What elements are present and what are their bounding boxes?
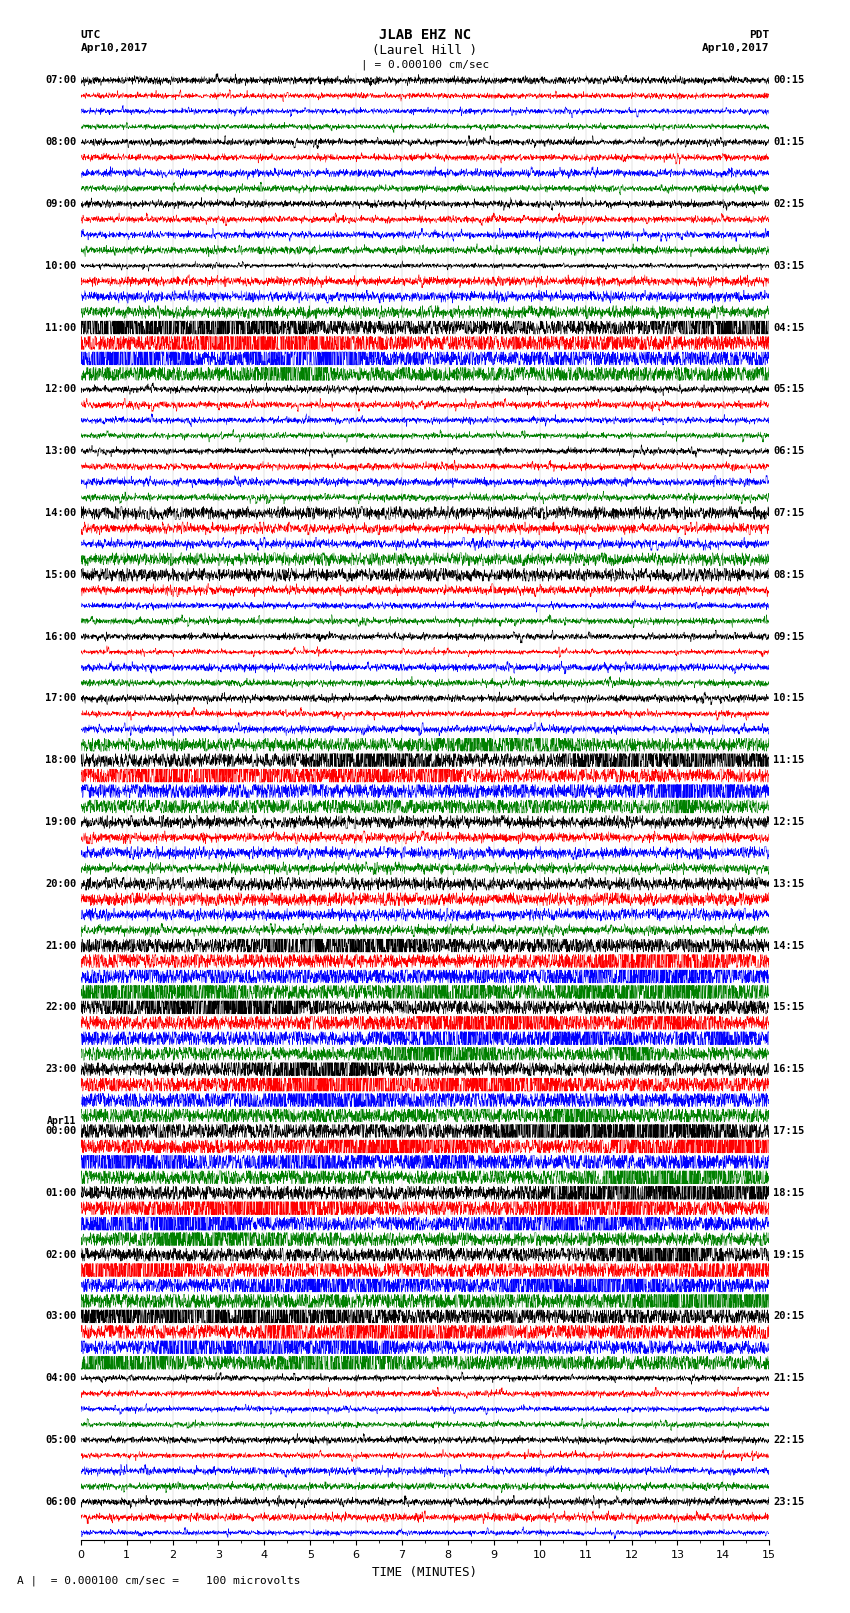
Text: 13:00: 13:00: [45, 447, 76, 456]
Text: 03:15: 03:15: [774, 261, 805, 271]
Text: 12:00: 12:00: [45, 384, 76, 394]
Text: 08:15: 08:15: [774, 569, 805, 579]
Text: 21:00: 21:00: [45, 940, 76, 950]
Text: 14:00: 14:00: [45, 508, 76, 518]
Text: | = 0.000100 cm/sec: | = 0.000100 cm/sec: [361, 60, 489, 69]
Text: 06:15: 06:15: [774, 447, 805, 456]
Text: 02:00: 02:00: [45, 1250, 76, 1260]
Text: 15:00: 15:00: [45, 569, 76, 579]
Text: 05:15: 05:15: [774, 384, 805, 394]
Text: 00:00: 00:00: [45, 1126, 76, 1136]
Text: PDT: PDT: [749, 31, 769, 40]
Text: 11:15: 11:15: [774, 755, 805, 765]
Text: 10:00: 10:00: [45, 261, 76, 271]
Text: 23:00: 23:00: [45, 1065, 76, 1074]
Text: 17:15: 17:15: [774, 1126, 805, 1136]
Text: 16:15: 16:15: [774, 1065, 805, 1074]
Text: 22:15: 22:15: [774, 1436, 805, 1445]
Text: 23:15: 23:15: [774, 1497, 805, 1507]
Text: A |  = 0.000100 cm/sec =    100 microvolts: A | = 0.000100 cm/sec = 100 microvolts: [17, 1576, 301, 1586]
Text: 22:00: 22:00: [45, 1002, 76, 1013]
Text: 20:00: 20:00: [45, 879, 76, 889]
Text: 12:15: 12:15: [774, 816, 805, 827]
Text: 18:15: 18:15: [774, 1187, 805, 1198]
Text: 16:00: 16:00: [45, 632, 76, 642]
Text: 09:00: 09:00: [45, 198, 76, 210]
Text: 01:00: 01:00: [45, 1187, 76, 1198]
Text: 06:00: 06:00: [45, 1497, 76, 1507]
Text: 17:00: 17:00: [45, 694, 76, 703]
Text: 01:15: 01:15: [774, 137, 805, 147]
Text: 13:15: 13:15: [774, 879, 805, 889]
Text: 03:00: 03:00: [45, 1311, 76, 1321]
Text: 19:00: 19:00: [45, 816, 76, 827]
Text: Apr10,2017: Apr10,2017: [81, 44, 148, 53]
Text: Apr11: Apr11: [47, 1116, 76, 1126]
Text: 18:00: 18:00: [45, 755, 76, 765]
Text: 21:15: 21:15: [774, 1373, 805, 1384]
Text: 04:00: 04:00: [45, 1373, 76, 1384]
Text: Apr10,2017: Apr10,2017: [702, 44, 769, 53]
Text: 09:15: 09:15: [774, 632, 805, 642]
Text: (Laurel Hill ): (Laurel Hill ): [372, 44, 478, 56]
Text: 08:00: 08:00: [45, 137, 76, 147]
Text: 15:15: 15:15: [774, 1002, 805, 1013]
Text: 07:00: 07:00: [45, 76, 76, 85]
Text: 19:15: 19:15: [774, 1250, 805, 1260]
Text: 00:15: 00:15: [774, 76, 805, 85]
Text: 11:00: 11:00: [45, 323, 76, 332]
Text: 10:15: 10:15: [774, 694, 805, 703]
Text: 02:15: 02:15: [774, 198, 805, 210]
Text: 05:00: 05:00: [45, 1436, 76, 1445]
Text: 04:15: 04:15: [774, 323, 805, 332]
Text: 07:15: 07:15: [774, 508, 805, 518]
Text: JLAB EHZ NC: JLAB EHZ NC: [379, 29, 471, 42]
Text: 20:15: 20:15: [774, 1311, 805, 1321]
Text: 14:15: 14:15: [774, 940, 805, 950]
Text: UTC: UTC: [81, 31, 101, 40]
X-axis label: TIME (MINUTES): TIME (MINUTES): [372, 1566, 478, 1579]
